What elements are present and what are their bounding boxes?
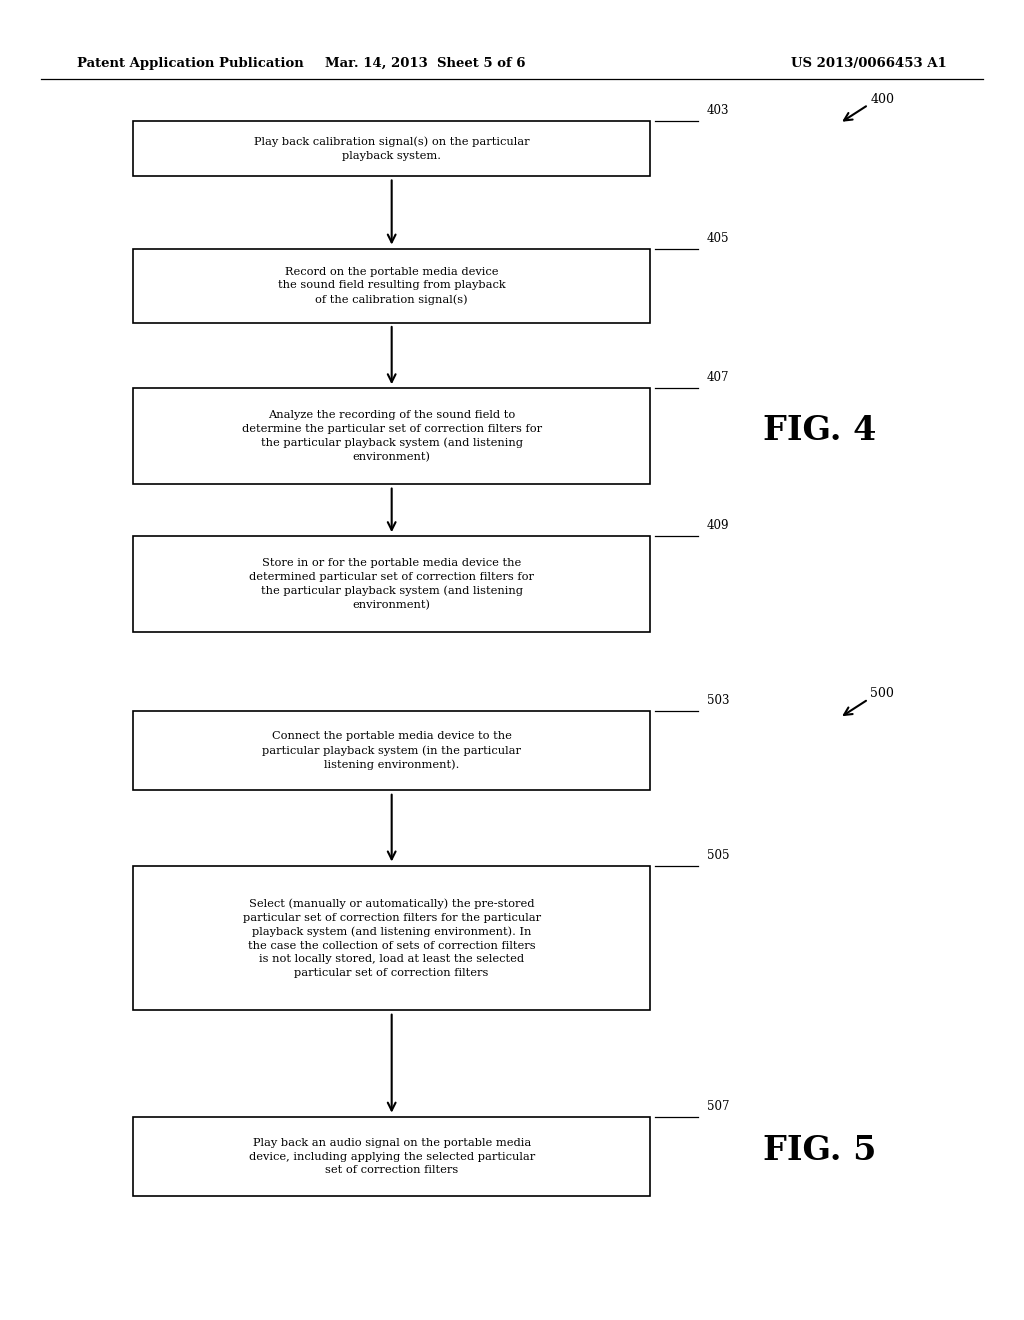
Text: FIG. 4: FIG. 4 [763, 414, 876, 447]
Bar [133, 536, 650, 632]
Text: 407: 407 [707, 371, 729, 384]
Text: Record on the portable media device
the sound field resulting from playback
of t: Record on the portable media device the … [278, 267, 506, 305]
Text: 405: 405 [707, 232, 729, 244]
Text: 400: 400 [870, 92, 894, 106]
Bar [133, 1117, 650, 1196]
Bar [133, 248, 650, 322]
Text: FIG. 5: FIG. 5 [763, 1134, 876, 1167]
Text: Play back an audio signal on the portable media
device, including applying the s: Play back an audio signal on the portabl… [249, 1138, 535, 1175]
Text: 505: 505 [707, 849, 729, 862]
Text: Connect the portable media device to the
particular playback system (in the part: Connect the portable media device to the… [262, 731, 521, 770]
Text: Analyze the recording of the sound field to
determine the particular set of corr: Analyze the recording of the sound field… [242, 411, 542, 462]
Text: 500: 500 [870, 688, 894, 701]
Text: Mar. 14, 2013  Sheet 5 of 6: Mar. 14, 2013 Sheet 5 of 6 [325, 57, 525, 70]
Text: Select (manually or automatically) the pre-stored
particular set of correction f: Select (manually or automatically) the p… [243, 899, 541, 978]
Bar [133, 866, 650, 1010]
Text: 403: 403 [707, 104, 729, 117]
Bar [133, 388, 650, 484]
Text: Patent Application Publication: Patent Application Publication [77, 57, 303, 70]
Text: Store in or for the portable media device the
determined particular set of corre: Store in or for the portable media devic… [249, 558, 535, 610]
Bar [133, 121, 650, 176]
Bar [133, 711, 650, 791]
Text: 507: 507 [707, 1100, 729, 1113]
Text: Play back calibration signal(s) on the particular
playback system.: Play back calibration signal(s) on the p… [254, 137, 529, 161]
Text: 409: 409 [707, 519, 729, 532]
Text: 503: 503 [707, 694, 729, 708]
Text: US 2013/0066453 A1: US 2013/0066453 A1 [792, 57, 947, 70]
